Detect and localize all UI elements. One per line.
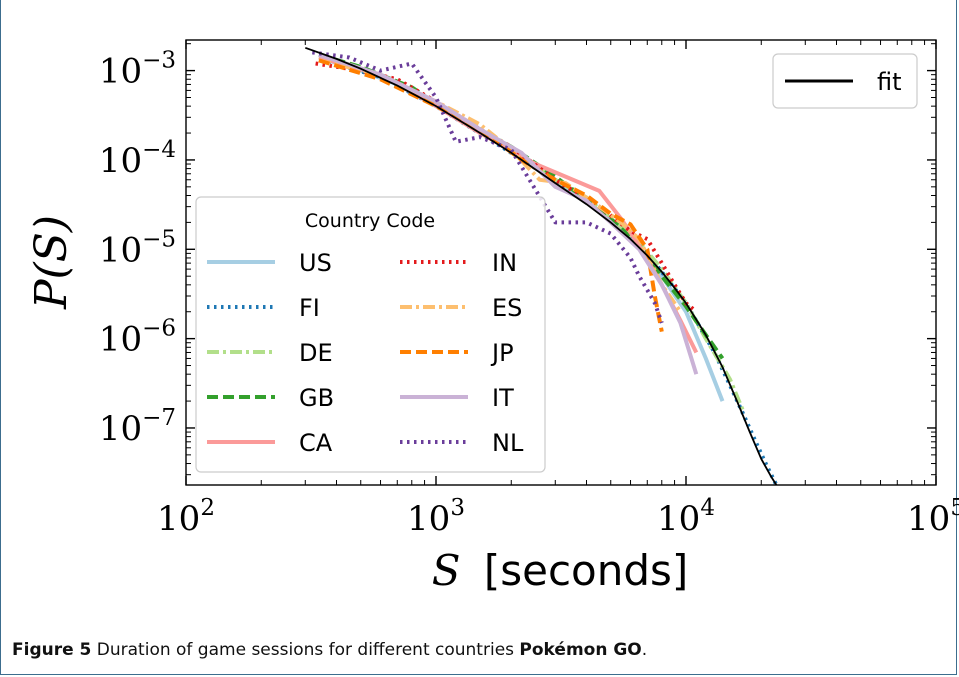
y-tick-exponent: −7 — [142, 405, 176, 431]
x-axis-label: S [seconds] — [432, 546, 689, 595]
y-tick-base: 10 — [99, 320, 142, 360]
y-tick-label: 10−4 — [99, 137, 176, 181]
x-tick-label: 103 — [407, 495, 465, 539]
fit-legend-label: fit — [877, 68, 902, 96]
caption-text: Duration of game sessions for different … — [96, 640, 515, 660]
legend-label-nl: NL — [492, 429, 524, 457]
plot-frame — [185, 39, 937, 486]
y-tick-label: 10−5 — [99, 226, 176, 270]
y-tick-label: 10−7 — [99, 405, 176, 449]
legend-label-fi: FI — [299, 294, 320, 322]
legend-label-us: US — [299, 249, 332, 277]
x-tick-base: 10 — [907, 499, 950, 539]
caption-label: Figure 5 — [12, 640, 92, 660]
fit-line — [304, 46, 778, 485]
y-tick-base: 10 — [99, 230, 142, 270]
x-tick-base: 10 — [157, 499, 200, 539]
legend-entries: US FI DE GB CA IN ES JP IT NL — [207, 249, 524, 457]
x-tick-exponent: 4 — [700, 495, 715, 521]
figure-caption: Figure 5 Duration of game sessions for d… — [12, 640, 647, 660]
x-tick-label: 105 — [907, 495, 959, 539]
y-tick-base: 10 — [99, 52, 142, 92]
y-tick-base: 10 — [99, 141, 142, 181]
y-tick-exponent: −3 — [142, 48, 176, 74]
legend-label-de: DE — [299, 339, 333, 367]
x-axis-symbol: S — [432, 546, 461, 595]
x-tick-base: 10 — [657, 499, 700, 539]
x-tick-base: 10 — [407, 499, 450, 539]
fit-legend: fit — [772, 53, 918, 109]
y-tick-exponent: −4 — [142, 137, 176, 163]
legend-label-jp: JP — [490, 339, 514, 367]
legend-label-in: IN — [492, 249, 517, 277]
y-tick-label: 10−3 — [99, 48, 176, 92]
ticks-layer — [185, 40, 937, 485]
y-tick-exponent: −6 — [142, 316, 176, 342]
x-tick-exponent: 2 — [200, 495, 215, 521]
country-legend: Country Code US FI DE GB CA IN ES JP IT NL — [195, 196, 546, 473]
country-legend-box — [195, 196, 546, 473]
country-legend-title: Country Code — [305, 210, 435, 232]
x-axis-unit: [seconds] — [484, 546, 688, 595]
x-tick-label: 104 — [657, 495, 715, 539]
legend-label-gb: GB — [299, 384, 334, 412]
caption-end: . — [641, 640, 648, 660]
x-tick-label: 102 — [157, 495, 215, 539]
legend-label-ca: CA — [299, 429, 333, 457]
x-tick-exponent: 3 — [450, 495, 465, 521]
legend-label-es: ES — [492, 294, 522, 322]
series-line-nl — [312, 50, 664, 324]
legend-label-it: IT — [492, 384, 514, 412]
y-tick-label: 10−6 — [99, 316, 176, 360]
caption-bold-term: Pokémon GO — [519, 640, 642, 660]
series-layer — [304, 46, 779, 485]
y-axis-label: P(S) — [26, 215, 77, 310]
y-tick-base: 10 — [99, 409, 142, 449]
y-tick-exponent: −5 — [142, 226, 176, 252]
x-tick-exponent: 5 — [950, 495, 959, 521]
